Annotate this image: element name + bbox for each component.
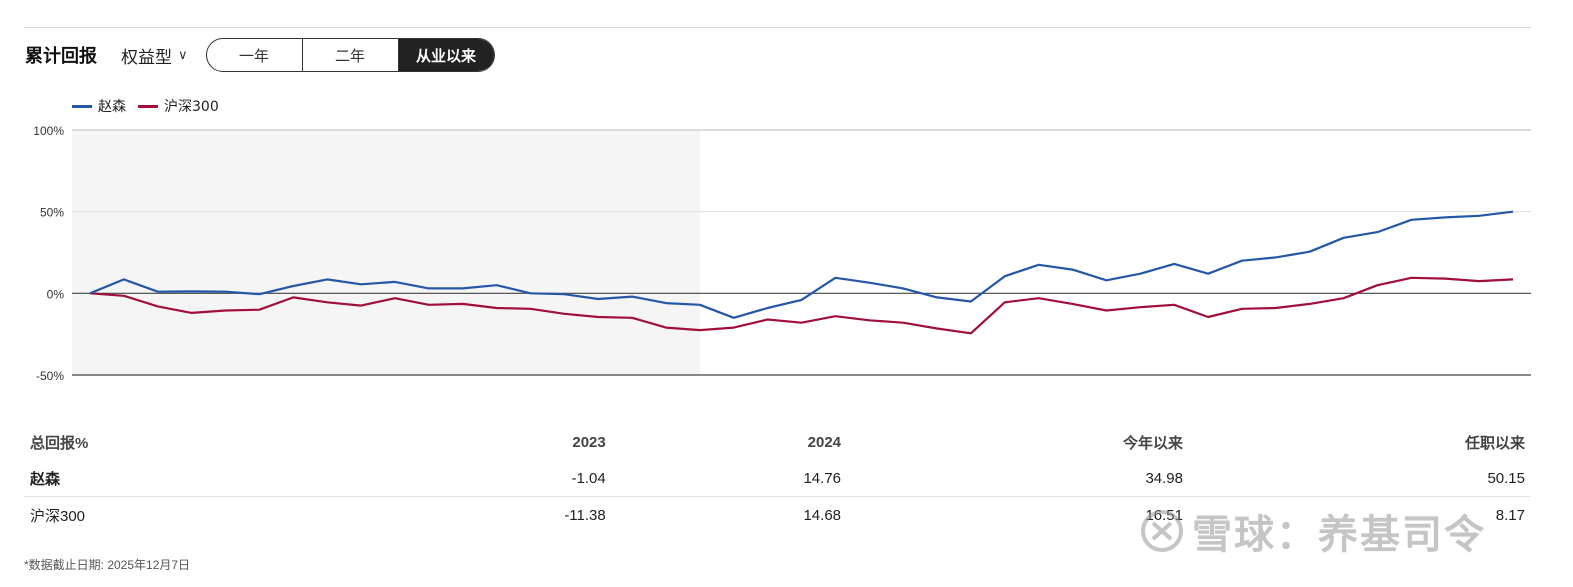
cell-value: -1.04 [571,469,606,487]
table-row: 赵森 -1.04 14.76 34.98 50.15 [24,460,1531,497]
legend-entry-manager: 赵森 [72,96,126,116]
y-tick-label: 100% [33,124,64,138]
y-tick-label: 50% [40,206,64,220]
table-header-ytd: 今年以来 [1122,434,1183,452]
tab-one-year[interactable]: 一年 [207,39,303,71]
tab-since-start[interactable]: 从业以来 [398,39,494,71]
cell-value: 8.17 [1189,496,1531,533]
cell-value: -11.38 [358,496,612,533]
row-name-manager: 赵森 [30,470,61,488]
top-divider [24,27,1531,28]
table-header-label: 总回报% [30,434,89,452]
table-header-row: 总回报% 2023 2024 今年以来 任职以来 [24,424,1531,460]
legend-swatch-manager [72,104,92,108]
line-chart: 100% 50% 0% -50% [33,124,1531,383]
y-axis-labels: 100% 50% 0% -50% [33,124,64,383]
table-header-2023: 2023 [572,433,606,451]
y-tick-label: -50% [36,369,64,383]
section-title: 累计回报 [25,46,97,67]
fund-type-label: 权益型 [121,47,172,68]
cell-value: 16.51 [847,496,1189,533]
legend-entry-index: 沪深300 [138,96,219,116]
watermark-text: 雪球：养基司令 [1192,512,1486,558]
cell-value: 50.15 [1487,469,1525,487]
fund-type-dropdown[interactable]: 权益型 ∨ [121,43,188,68]
legend-label-index: 沪深300 [164,99,219,115]
series-lines [89,210,1514,335]
y-tick-label: 0% [47,287,65,301]
table-header-since-tenure: 任职以来 [1464,434,1525,452]
table-header-2024: 2024 [807,433,842,451]
series-line-index [89,276,1514,335]
row-name-index: 沪深300 [24,496,359,533]
chart-header: 累计回报 权益型 ∨ 一年 二年 从业以来 [25,38,495,72]
cell-value: 14.68 [611,496,848,533]
tab-two-years[interactable]: 二年 [303,39,399,71]
snowball-logo-icon [1141,510,1183,552]
chart-legend: 赵森 沪深300 [72,96,219,116]
grid-lines [72,129,1531,376]
shaded-period [72,130,700,375]
cell-value: 34.98 [1145,469,1183,487]
period-tabs: 一年 二年 从业以来 [205,38,495,72]
cell-value: 14.76 [803,469,842,487]
returns-table: 总回报% 2023 2024 今年以来 任职以来 赵森 -1.04 14.76 … [24,424,1531,533]
data-date-footnote: *数据截止日期: 2025年12月7日 [24,558,191,572]
table-row: 沪深300 -11.38 14.68 16.51 8.17 [24,496,1531,533]
series-line-manager [89,210,1514,319]
chevron-down-icon: ∨ [178,47,188,63]
legend-swatch-index [138,104,158,108]
legend-label-manager: 赵森 [98,99,126,115]
watermark: 雪球：养基司令 [1140,502,1486,560]
